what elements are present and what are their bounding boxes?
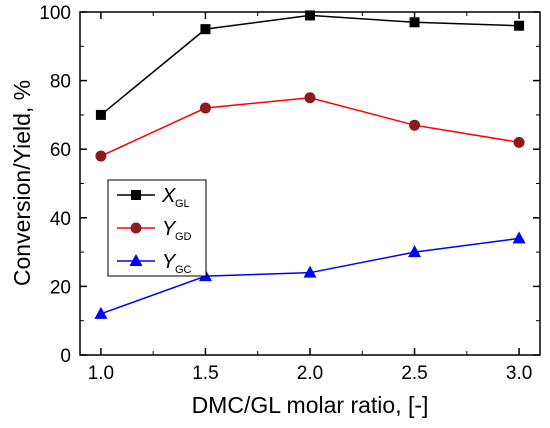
legend-entry: Y GD xyxy=(117,218,192,243)
data-point xyxy=(512,231,526,244)
x-tick-label: 1.0 xyxy=(88,363,114,384)
data-point xyxy=(304,92,316,104)
legend-marker xyxy=(131,190,141,200)
axis-ticks: 1.0 1.5 2.0 2.5 3.0 0 20 40 60 80 100 xyxy=(39,3,540,384)
series-line xyxy=(100,96,520,157)
data-point xyxy=(305,10,315,21)
x-tick-label: 2.0 xyxy=(297,363,323,384)
legend-label: X xyxy=(161,185,176,207)
data-point xyxy=(409,119,421,131)
x-tick-label: 3.0 xyxy=(506,363,532,384)
legend-subscript: GC xyxy=(175,264,192,276)
y-tick-label: 100 xyxy=(39,3,71,24)
data-point xyxy=(95,109,106,120)
series-1 xyxy=(95,92,525,162)
legend-subscript: GD xyxy=(175,231,192,243)
series-0 xyxy=(95,10,525,120)
data-point xyxy=(94,306,108,319)
data-point xyxy=(513,136,525,148)
x-axis-title: DMC/GL molar ratio, [-] xyxy=(192,392,429,418)
y-tick-label: 0 xyxy=(60,346,71,367)
y-tick-label: 80 xyxy=(50,72,71,93)
y-tick-label: 40 xyxy=(50,209,71,230)
data-point xyxy=(409,17,420,28)
x-tick-label: 1.5 xyxy=(192,363,218,384)
x-tick-label: 2.5 xyxy=(401,363,427,384)
legend-subscript: GL xyxy=(175,198,190,210)
legend-marker xyxy=(129,254,143,266)
data-point xyxy=(199,102,211,114)
data-point xyxy=(200,24,211,35)
series-layer xyxy=(94,10,526,319)
data-point xyxy=(95,150,107,162)
data-point xyxy=(408,245,422,258)
legend-label: Y xyxy=(162,251,177,273)
y-axis-title: Conversion/Yield, % xyxy=(9,80,35,286)
legend-marker xyxy=(130,222,142,234)
y-tick-label: 60 xyxy=(50,140,71,161)
legend-entry: X GL xyxy=(117,185,190,210)
legend: X GLY GDY GC xyxy=(107,179,207,277)
legend-label: Y xyxy=(162,218,177,240)
data-point xyxy=(514,20,525,31)
y-tick-label: 20 xyxy=(50,277,71,298)
data-point xyxy=(303,265,317,278)
legend-entry: Y GC xyxy=(117,251,192,276)
